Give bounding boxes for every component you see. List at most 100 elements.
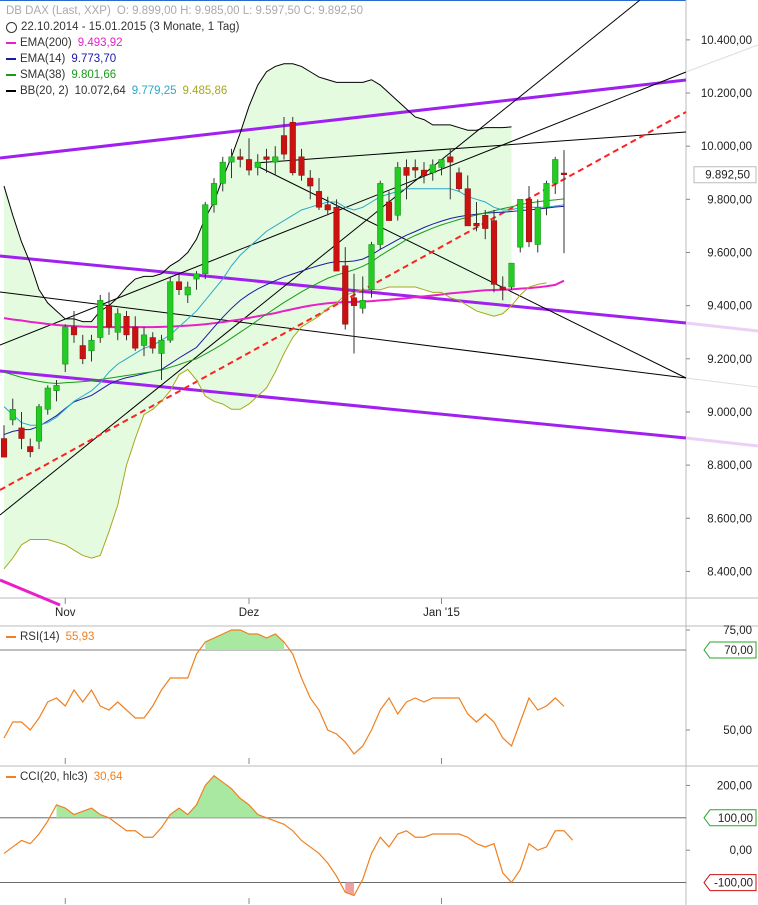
rsi-y-tick-label: 75,00 xyxy=(723,625,752,637)
candle xyxy=(525,186,533,248)
candle xyxy=(167,276,174,343)
channel-line-middle-ext xyxy=(685,321,758,333)
candle xyxy=(394,162,401,221)
candle xyxy=(175,273,183,296)
cci-panel: 200,00 0,00 100,00 -100,00 xyxy=(0,765,758,904)
candle-body xyxy=(245,159,253,171)
x-tick-label: Dez xyxy=(239,607,260,619)
candle-body xyxy=(342,265,349,325)
y-tick-label: 9.600,00 xyxy=(707,247,752,259)
candle-body xyxy=(359,300,366,309)
last-price-label: 9.892,50 xyxy=(705,170,750,182)
bb-middle-value: 9.779,25 xyxy=(131,85,177,97)
y-tick-label: 8.600,00 xyxy=(707,513,752,525)
bb-label: BB(20, 2) xyxy=(20,85,69,97)
candle xyxy=(114,308,121,341)
candle-body xyxy=(219,161,226,184)
ema14-value: 9.773,70 xyxy=(71,53,117,65)
x-tick-label: Nov xyxy=(55,607,76,619)
candle xyxy=(473,201,480,232)
candle-body xyxy=(0,438,8,458)
candle xyxy=(245,138,253,176)
y-tick-label: 9.800,00 xyxy=(707,194,752,206)
candle-body xyxy=(438,159,445,168)
sma38-swatch xyxy=(6,74,16,76)
sma38-value: 9.801,66 xyxy=(71,69,117,81)
candle xyxy=(438,159,445,176)
rsi-swatch xyxy=(6,636,16,638)
candle-body xyxy=(9,409,16,421)
candle-body xyxy=(228,156,235,163)
candle xyxy=(272,146,279,176)
period-text: 22.10.2014 - 15.01.2015 (3 Monate, 1 Tag… xyxy=(21,21,240,33)
y-tick-label: 10.000,00 xyxy=(701,141,752,153)
rsi-y-tick-label: 50,00 xyxy=(723,725,752,737)
last-price-box xyxy=(693,166,757,184)
legend-ema200[interactable]: EMA(200) 9.493,92 xyxy=(6,35,363,51)
candle-body xyxy=(420,169,428,176)
ema200-value: 9.493,92 xyxy=(77,37,123,49)
bb-upper-value: 10.072,64 xyxy=(74,85,126,97)
candle-body xyxy=(482,215,489,229)
series-line-4 xyxy=(3,282,547,570)
candle xyxy=(412,159,419,179)
cci-level-box xyxy=(703,874,757,892)
cci-label: CCI(20, hlc3) xyxy=(20,771,88,783)
ema-old-segment xyxy=(0,578,61,607)
rsi-label: RSI(14) xyxy=(20,631,60,643)
candle xyxy=(385,191,393,221)
candle xyxy=(420,162,428,184)
support-line-ext xyxy=(685,377,758,388)
legend-bb[interactable]: BB(20, 2) 10.072,64 9.779,25 9.485,86 xyxy=(6,83,363,99)
candle-body xyxy=(114,313,121,333)
rsi-line xyxy=(3,629,565,755)
candle-body xyxy=(280,135,288,155)
series-line-5 xyxy=(3,63,512,323)
trend-line-steep xyxy=(0,0,641,516)
candle-body xyxy=(412,167,419,171)
legend-ema14[interactable]: EMA(14) 9.773,70 xyxy=(6,51,363,67)
candle xyxy=(132,316,139,351)
candle xyxy=(560,150,568,254)
candle-body xyxy=(263,156,270,160)
cci-level-fill xyxy=(345,882,354,896)
candle-body xyxy=(455,172,463,189)
candle-body xyxy=(18,427,25,439)
y-tick-label: 10.200,00 xyxy=(701,88,752,100)
legend-sma38[interactable]: SMA(38) 9.801,66 xyxy=(6,67,363,83)
candle-body xyxy=(70,326,78,336)
cci-swatch xyxy=(6,776,16,778)
y-tick-label: 9.200,00 xyxy=(707,354,752,366)
candle xyxy=(377,180,384,250)
candle xyxy=(140,326,148,357)
candle-body xyxy=(333,207,340,272)
candle xyxy=(228,148,235,179)
cci-level-label: 100,00 xyxy=(718,813,753,825)
rsi-legend[interactable]: RSI(14) 55,93 xyxy=(6,629,94,645)
rsi-level-fill xyxy=(205,630,284,650)
candle-body xyxy=(105,305,113,328)
candle xyxy=(455,167,463,192)
x-tick-label: Jan '15 xyxy=(423,607,460,619)
candle xyxy=(429,159,436,181)
candle xyxy=(18,411,25,450)
rsi-level-box xyxy=(703,641,757,659)
candle xyxy=(237,148,244,168)
candle-body xyxy=(447,156,454,163)
candle-body xyxy=(140,334,148,346)
resistance-line xyxy=(254,131,687,164)
candle xyxy=(368,241,375,298)
candle xyxy=(342,247,349,330)
candle xyxy=(105,292,113,335)
cci-level-label: -100,00 xyxy=(714,878,753,890)
candle-body xyxy=(534,207,541,245)
candle-body xyxy=(368,244,375,290)
candle-body xyxy=(289,122,296,174)
candle-body xyxy=(298,156,305,176)
candle xyxy=(158,334,165,381)
cci-legend[interactable]: CCI(20, hlc3) 30,64 xyxy=(6,769,123,785)
candle-body xyxy=(543,183,550,208)
y-tick-label: 10.400,00 xyxy=(701,35,752,47)
